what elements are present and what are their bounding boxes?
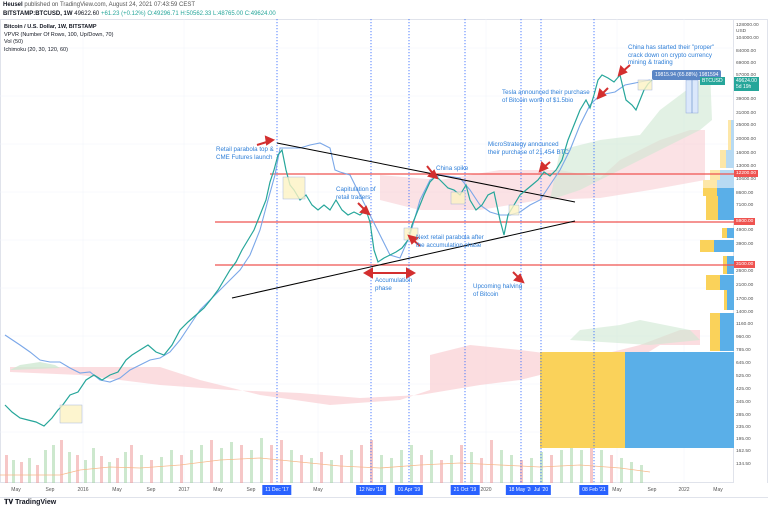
annotation-capitulation: Capitulation of retail traders xyxy=(336,186,376,201)
date-marker-label: 11 Dec '17 xyxy=(262,485,292,495)
annotation-tesla: Tesla announced their purchase of Bitcoin… xyxy=(502,89,590,104)
level-label-12200: 12200.00 xyxy=(734,170,759,177)
price-tick: 195.00 xyxy=(736,437,751,442)
price-tick: 285.00 xyxy=(736,413,751,418)
annotation-china-spike: China spike xyxy=(436,165,469,172)
ichimoku-cloud-bull xyxy=(550,70,712,200)
event-markers xyxy=(276,19,595,483)
ascending-trendline[interactable] xyxy=(231,220,576,299)
time-tick: Sep xyxy=(647,487,657,493)
annotation-accumulation: Accumulation phase xyxy=(375,277,413,292)
time-tick: Sep xyxy=(45,487,55,493)
price-tick: 128000.00 xyxy=(736,23,759,28)
price-tick: 16000.00 xyxy=(736,151,757,156)
price-tick: USD xyxy=(736,29,747,34)
accumulation-arrow xyxy=(362,267,417,279)
logo-icon: 𝐓𝐕 xyxy=(4,499,16,506)
price-tick: 425.00 xyxy=(736,387,751,392)
price-tick: 31000.00 xyxy=(736,111,757,116)
annotation-arrows xyxy=(256,64,631,284)
current-price-tag: 49624.00 5d 19h xyxy=(734,77,759,91)
chart-legend: Bitcoin / U.S. Dollar, 1W, BITSTAMP VPVR… xyxy=(4,24,113,54)
measure-label: 19815.94 (65.88%) 1981594 xyxy=(652,70,722,80)
price-tick: 13000.00 xyxy=(736,164,757,169)
time-tick: May xyxy=(313,487,323,493)
price-tick: 1700.00 xyxy=(736,297,754,302)
price-tick: 57000.00 xyxy=(736,73,757,78)
symbol-info: BITSTAMP:BTCUSD, 1W 49622.60 +61.23 (+0.… xyxy=(3,11,276,17)
time-tick: Sep xyxy=(246,487,256,493)
legend-vpvr[interactable]: VPVR (Number Of Rows, 100, Up/Down, 70) xyxy=(4,31,114,38)
price-tick: 4900.00 xyxy=(736,228,754,233)
date-marker-label: 12 Nov '18 xyxy=(356,485,386,495)
time-tick: 2016 xyxy=(77,487,89,493)
annotation-retail-top: Retail parabola top & CME Futures launch xyxy=(216,146,274,161)
time-tick: 2022 xyxy=(678,487,690,493)
date-marker-label: 18 May '20 xyxy=(505,485,537,495)
annotation-next-retail: Next retail parabola after the accumulati… xyxy=(416,234,484,249)
symbol-price-tag: BTCUSD xyxy=(700,77,725,85)
level-label-3100: 3100.00 xyxy=(734,261,756,268)
time-tick: May xyxy=(612,487,622,493)
price-tick: 785.00 xyxy=(736,348,751,353)
time-tick: 2020 xyxy=(480,487,492,493)
time-tick: May xyxy=(112,487,122,493)
price-tick: 645.00 xyxy=(736,361,751,366)
last-price: 49622.60 xyxy=(74,11,100,17)
price-tick: 10600.00 xyxy=(736,177,757,182)
time-tick: May xyxy=(11,487,21,493)
price-tick: 2100.00 xyxy=(736,283,754,288)
price-tick: 525.00 xyxy=(736,374,751,379)
time-tick: 2017 xyxy=(178,487,190,493)
legend-vol[interactable]: Vol (50) xyxy=(4,39,23,45)
price-tick: 39000.00 xyxy=(736,97,757,102)
price-tick: 345.00 xyxy=(736,400,751,405)
price-tick: 8600.00 xyxy=(736,191,754,196)
price-tick: 7100.00 xyxy=(736,203,754,208)
price-tick: 235.00 xyxy=(736,425,751,430)
level-label-5900: 5900.00 xyxy=(734,218,756,225)
time-axis[interactable]: May Sep 2016 May Sep 2017 May Sep May 2020 May Sep 2… xyxy=(0,483,768,498)
price-series xyxy=(4,73,653,427)
price-tick: 162.50 xyxy=(736,449,751,454)
price-tick: 1160.00 xyxy=(736,322,753,327)
date-marker-label: 21 Oct '19 xyxy=(450,485,480,495)
annotation-halving: Upcoming halving of Bitcoin xyxy=(473,283,523,298)
publish-text: published on TradingView.com, August 24,… xyxy=(24,2,196,8)
annotation-microstrategy: MicroStrategy announced their purchase of… xyxy=(488,141,569,156)
date-marker-label: 01 Apr '19 xyxy=(394,485,424,495)
publisher-name: Heusel xyxy=(3,2,23,8)
price-tick: 3900.00 xyxy=(736,242,754,247)
legend-title: Bitcoin / U.S. Dollar, 1W, BITSTAMP xyxy=(4,24,97,30)
price-tick: 84000.00 xyxy=(736,49,757,54)
price-tick: 134.50 xyxy=(736,462,751,467)
price-change: +61.23 (+0.12%) xyxy=(100,11,146,17)
price-tick: 960.00 xyxy=(736,335,751,340)
time-tick: Sep xyxy=(146,487,156,493)
time-tick: May xyxy=(213,487,223,493)
ohlc-values: O:49296.71 H:50562.33 L:48765.00 C:49624… xyxy=(147,11,276,17)
price-tick: 20000.00 xyxy=(736,137,757,142)
price-tick: 69000.00 xyxy=(736,61,757,66)
price-tick: 104000.00 xyxy=(736,36,759,41)
publish-info: Heusel published on TradingView.com, Aug… xyxy=(3,2,195,8)
symbol-name: BITSTAMP:BTCUSD, 1W xyxy=(3,11,73,17)
price-tick: 25000.00 xyxy=(736,123,757,128)
volume-ma-line xyxy=(0,457,651,476)
annotation-china-crackdown: China has started their "proper" crack do… xyxy=(628,44,715,66)
date-marker-label: Jul '20 xyxy=(530,485,552,495)
price-tick: 1400.00 xyxy=(736,310,754,315)
tradingview-logo: 𝐓𝐕 TradingView xyxy=(4,499,57,506)
descending-trendline[interactable] xyxy=(276,142,576,203)
time-tick: May xyxy=(713,487,723,493)
legend-ichimoku[interactable]: Ichimoku (20, 30, 120, 60) xyxy=(4,46,68,53)
ichimoku-cloud-bear xyxy=(10,330,700,405)
price-tick: 2600.00 xyxy=(736,269,754,274)
date-marker-label: 08 Feb '21 xyxy=(579,485,609,495)
ichimoku-base-line xyxy=(4,79,651,383)
vpvr-histogram xyxy=(540,120,734,448)
